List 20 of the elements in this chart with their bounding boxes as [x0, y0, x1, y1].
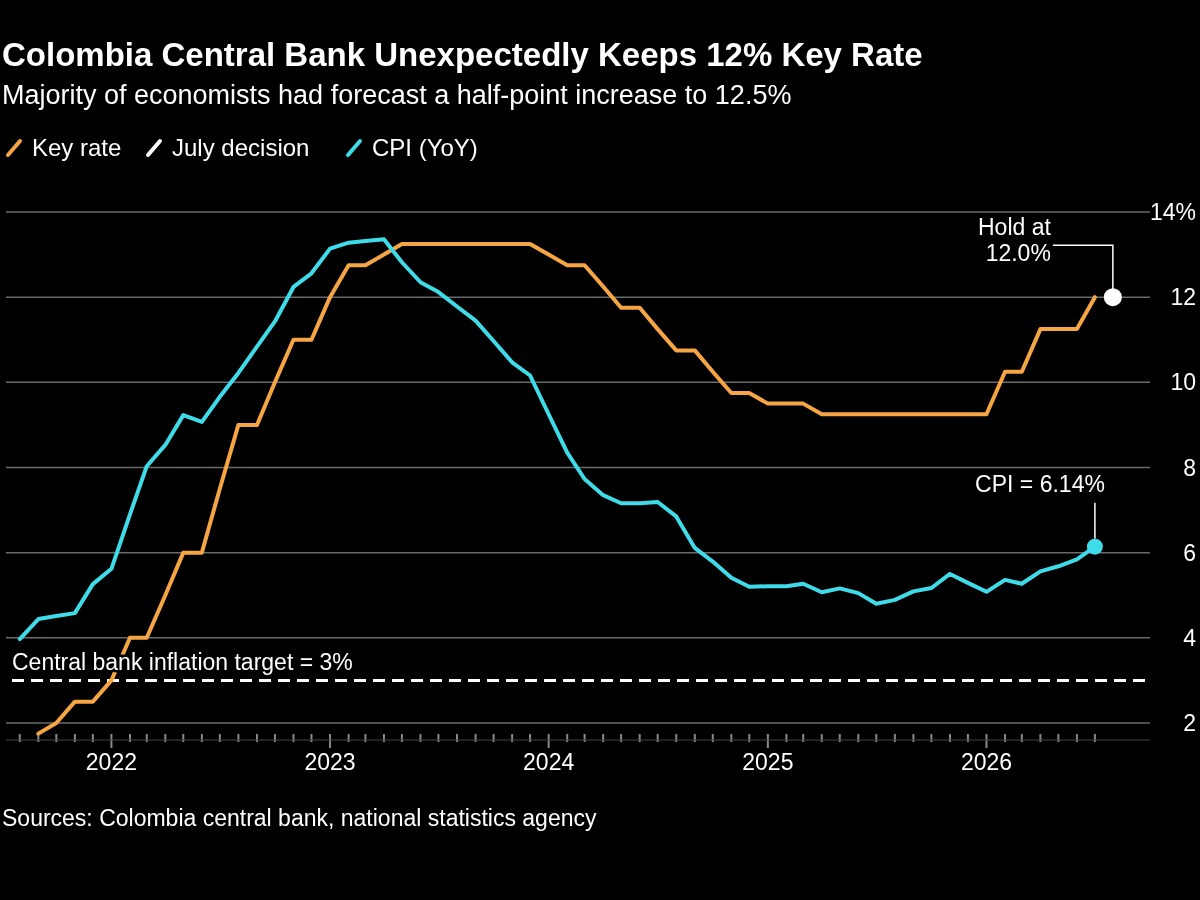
y-tick-label: 4: [1183, 624, 1197, 651]
source-note: Sources: Colombia central bank, national statistics agency: [2, 805, 597, 831]
x-tick-label: 2026: [960, 749, 1013, 775]
x-tick-label: 2023: [304, 749, 356, 775]
x-tick-label: 2022: [85, 749, 137, 775]
legend-label: CPI (YoY): [372, 134, 478, 161]
y-tick-label: 8: [1183, 454, 1196, 481]
chart-title: Colombia Central Bank Unexpectedly Keeps 12% Key Rate: [2, 36, 923, 73]
y-tick-label: 14%: [1149, 199, 1196, 226]
y-tick-label: 2: [1183, 710, 1196, 737]
chart-subtitle: Majority of economists had forecast a half-point increase to 12.5%: [2, 80, 792, 110]
y-tick-label: 12: [1170, 284, 1196, 311]
x-tick-label: 2025: [742, 749, 794, 775]
annotation: Hold at 12.0%: [977, 214, 1052, 267]
y-tick-label: 10: [1170, 369, 1196, 396]
annotation: CPI = 6.14%: [975, 470, 1105, 497]
x-tick-label: 2024: [523, 749, 575, 775]
y-tick-label: 6: [1183, 539, 1196, 566]
legend-label: Key rate: [32, 134, 122, 161]
legend-label: July decision: [172, 134, 310, 161]
